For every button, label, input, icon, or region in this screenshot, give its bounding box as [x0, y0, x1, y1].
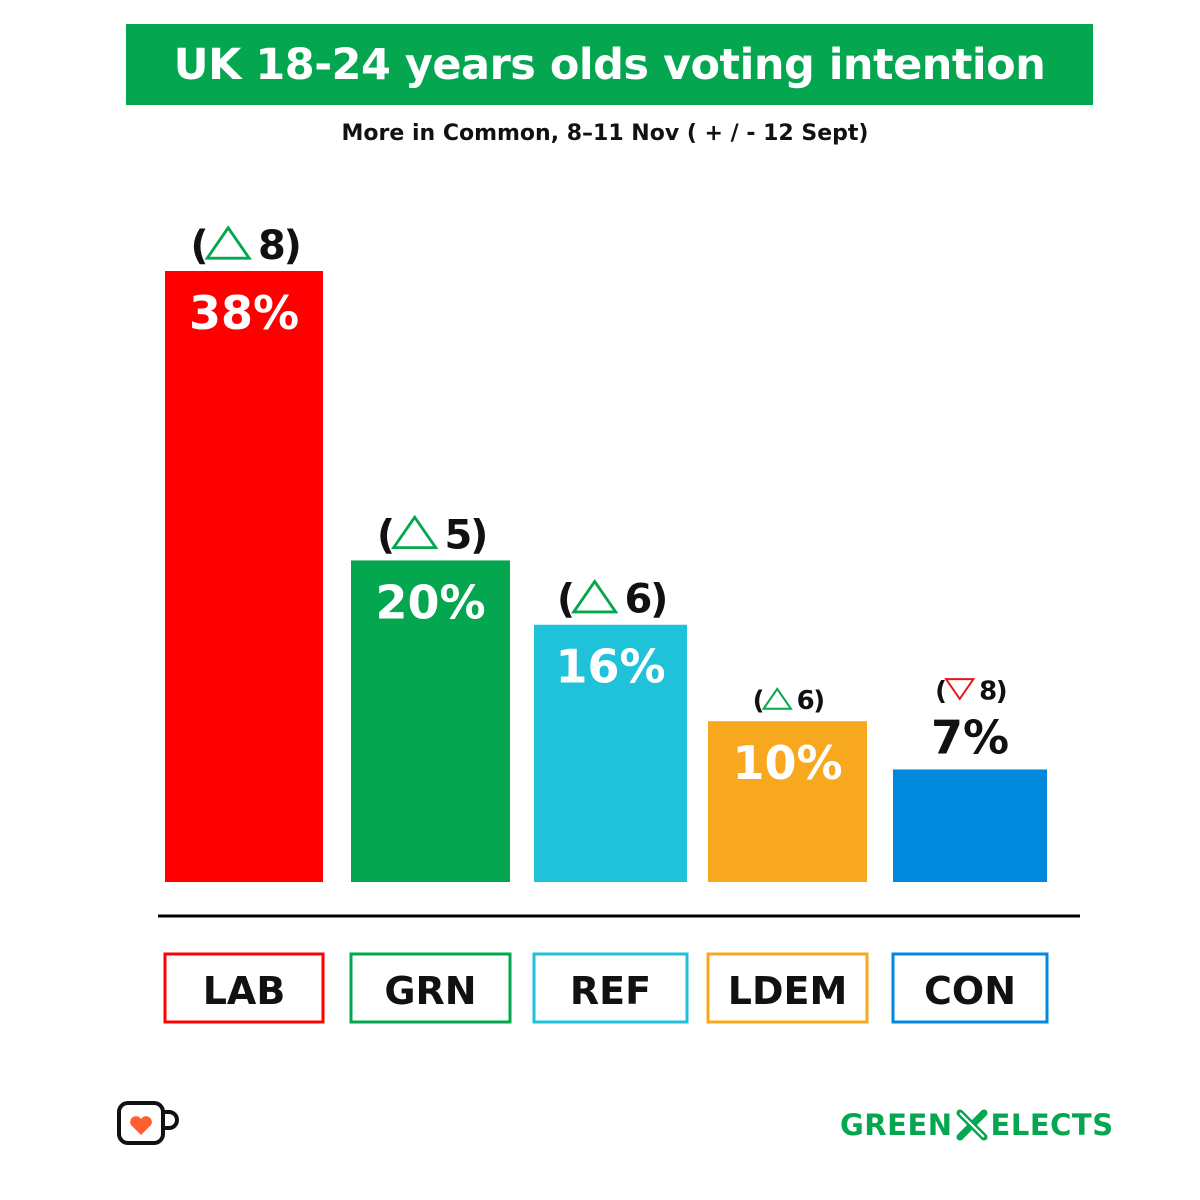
- svg-text:(: (: [377, 512, 395, 558]
- value-label-grn: 20%: [375, 575, 485, 629]
- chart-subtitle: More in Common, 8–11 Nov ( + / - 12 Sept…: [341, 121, 869, 146]
- bar-lab: [165, 271, 323, 882]
- up-triangle-icon: [204, 225, 252, 260]
- category-label-con: CON: [924, 969, 1016, 1013]
- value-label-lab: 38%: [189, 286, 299, 340]
- svg-text:): ): [996, 676, 1008, 706]
- svg-text:8: 8: [979, 676, 997, 706]
- svg-text:): ): [470, 512, 488, 558]
- change-label-ldem: (6): [753, 686, 825, 716]
- svg-text:): ): [284, 223, 302, 269]
- category-box-ldem: [706, 952, 869, 1024]
- category-label-lab: LAB: [203, 969, 286, 1013]
- bar-ref: [534, 624, 687, 882]
- bar-grn: [351, 560, 510, 882]
- up-triangle-icon: [390, 514, 439, 550]
- ko-fi-cup-icon[interactable]: [116, 1100, 180, 1150]
- value-label-con: 7%: [931, 710, 1009, 764]
- up-triangle-icon: [761, 687, 793, 710]
- svg-text:): ): [813, 686, 825, 716]
- change-label-lab: (8): [190, 223, 301, 269]
- svg-text:5: 5: [445, 512, 473, 558]
- cross-icon: [956, 1109, 988, 1141]
- brand-right-text: ELECTS: [990, 1108, 1114, 1142]
- category-box-grn: [349, 952, 512, 1024]
- brand-left-text: GREEN: [840, 1108, 953, 1142]
- up-triangle-icon: [570, 579, 619, 614]
- svg-text:): ): [650, 577, 668, 623]
- category-label-ldem: LDEM: [728, 969, 848, 1013]
- change-label-grn: (5): [377, 512, 488, 558]
- category-box-ref: [532, 952, 689, 1024]
- svg-text:(: (: [753, 686, 765, 716]
- category-label-ref: REF: [570, 969, 651, 1013]
- chart-title: UK 18-24 years olds voting intention: [173, 39, 1046, 90]
- svg-text:(: (: [190, 223, 208, 269]
- change-label-con: (8): [935, 676, 1007, 706]
- svg-text:6: 6: [797, 686, 815, 716]
- category-box-con: [891, 952, 1049, 1024]
- svg-text:8: 8: [258, 223, 286, 269]
- category-box-lab: [163, 952, 325, 1024]
- bar-con: [893, 769, 1047, 882]
- bar-ldem: [708, 721, 867, 882]
- category-label-grn: GRN: [384, 969, 476, 1013]
- green-elects-logo: GREEN ELECTS: [840, 1105, 1114, 1145]
- title-banner: UK 18-24 years olds voting intention: [126, 24, 1093, 105]
- svg-text:(: (: [935, 676, 947, 706]
- value-label-ldem: 10%: [732, 736, 842, 790]
- down-triangle-icon: [944, 678, 976, 701]
- value-label-ref: 16%: [555, 640, 665, 694]
- change-label-ref: (6): [557, 577, 668, 623]
- svg-text:6: 6: [625, 577, 653, 623]
- svg-text:(: (: [557, 577, 575, 623]
